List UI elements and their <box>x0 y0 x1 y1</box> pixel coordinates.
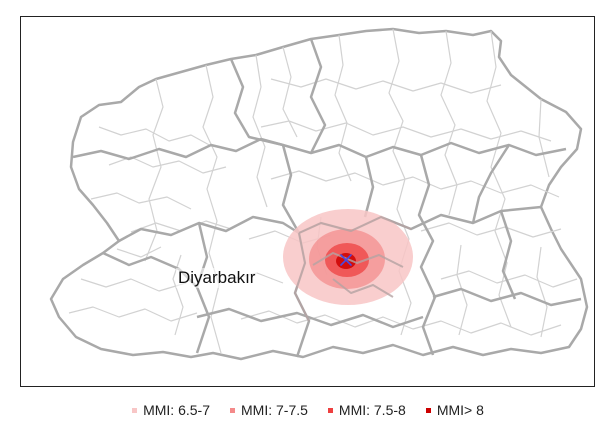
province-map <box>49 27 589 361</box>
district-borders <box>68 28 578 354</box>
region-outline <box>49 27 589 361</box>
legend-swatch-square-icon <box>230 407 235 413</box>
legend-label: MMI: 6.5-7 <box>143 402 210 418</box>
x-mark-icon <box>340 254 352 266</box>
intensity-legend: MMI: 6.5-7 MMI: 7-7.5 MMI: 7.5-8 MMI> 8 <box>0 402 616 418</box>
legend-item-mmi-gt-8: MMI> 8 <box>425 402 484 418</box>
legend-item-mmi-7-5-8: MMI: 7.5-8 <box>327 402 406 418</box>
map-frame <box>20 16 595 387</box>
legend-item-mmi-7-7-5: MMI: 7-7.5 <box>230 402 308 418</box>
legend-label: MMI: 7.5-8 <box>338 402 406 418</box>
province-borders-overlay <box>294 216 412 322</box>
legend-label: MMI> 8 <box>436 402 484 418</box>
city-label-diyarbakir: Diyarbakır <box>176 268 258 288</box>
legend-item-mmi-6-5-7: MMI: 6.5-7 <box>132 402 210 418</box>
legend-swatch-square-icon <box>425 407 431 413</box>
legend-swatch-square-icon <box>132 407 138 413</box>
legend-label: MMI: 7-7.5 <box>241 402 308 418</box>
province-borders <box>72 38 582 358</box>
legend-swatch-square-icon <box>327 407 333 413</box>
